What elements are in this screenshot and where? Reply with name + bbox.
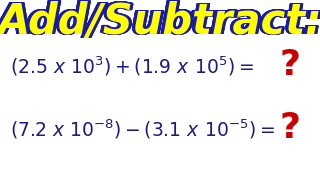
Text: Add/Subtract:: Add/Subtract: [0, 0, 320, 42]
Text: Add/Subtract:: Add/Subtract: [0, 0, 320, 42]
Text: Add/Subtract:: Add/Subtract: [0, 1, 320, 43]
Text: Add/Subtract:: Add/Subtract: [0, 1, 320, 43]
Text: Add/Subtract:: Add/Subtract: [0, 0, 320, 42]
Text: Add/Subtract:: Add/Subtract: [0, 1, 320, 43]
Text: Add/Subtract:: Add/Subtract: [0, 0, 320, 42]
Text: Add/Subtract:: Add/Subtract: [0, 0, 320, 42]
Text: Add/Subtract:: Add/Subtract: [1, 1, 320, 43]
Text: Add/Subtract:: Add/Subtract: [0, 1, 320, 43]
Text: Add/Subtract:: Add/Subtract: [0, 1, 320, 43]
Text: Add/Subtract:: Add/Subtract: [0, 0, 320, 42]
Text: Add/Subtract:: Add/Subtract: [0, 1, 320, 43]
Text: Add/Subtract:: Add/Subtract: [0, 1, 320, 42]
Text: Add/Subtract:: Add/Subtract: [0, 1, 320, 43]
Text: Add/Subtract:: Add/Subtract: [0, 0, 320, 42]
Text: Add/Subtract:: Add/Subtract: [0, 0, 320, 42]
Text: Add/Subtract:: Add/Subtract: [0, 1, 320, 43]
Text: Add/Subtract:: Add/Subtract: [0, 1, 320, 42]
Text: Add/Subtract:: Add/Subtract: [0, 1, 320, 43]
Text: Add/Subtract:: Add/Subtract: [0, 1, 320, 43]
Text: Add/Subtract:: Add/Subtract: [0, 0, 320, 42]
Text: Add/Subtract:: Add/Subtract: [0, 1, 320, 43]
Text: Add/Subtract:: Add/Subtract: [0, 0, 320, 42]
Text: Add/Subtract:: Add/Subtract: [0, 1, 320, 43]
Text: Add/Subtract:: Add/Subtract: [0, 1, 320, 43]
Text: ?: ? [280, 111, 301, 145]
Text: Add/Subtract:: Add/Subtract: [0, 1, 320, 43]
Text: Add/Subtract:: Add/Subtract: [0, 1, 320, 42]
Text: Add/Subtract:: Add/Subtract: [0, 1, 320, 43]
Text: Add/Subtract:: Add/Subtract: [0, 1, 320, 43]
Text: Add/Subtract:: Add/Subtract: [0, 1, 320, 43]
Text: Add/Subtract:: Add/Subtract: [0, 0, 320, 42]
Text: $(2.5\ \mathit{x}\ 10^{3}) + (1.9\ \mathit{x}\ 10^{5})=$: $(2.5\ \mathit{x}\ 10^{3}) + (1.9\ \math… [10, 55, 253, 78]
Text: Add/Subtract:: Add/Subtract: [0, 1, 320, 43]
Text: Add/Subtract:: Add/Subtract: [0, 1, 320, 43]
Text: Add/Subtract:: Add/Subtract: [0, 0, 320, 42]
Text: Add/Subtract:: Add/Subtract: [0, 1, 320, 43]
Text: Add/Subtract:: Add/Subtract: [0, 1, 320, 43]
Text: Add/Subtract:: Add/Subtract: [0, 0, 320, 42]
Text: Add/Subtract:: Add/Subtract: [0, 0, 320, 42]
Text: Add/Subtract:: Add/Subtract: [0, 1, 320, 43]
Text: Add/Subtract:: Add/Subtract: [0, 0, 320, 42]
Text: Add/Subtract:: Add/Subtract: [0, 1, 320, 43]
Text: $(7.2\ \mathit{x}\ 10^{-8}) - (3.1\ \mathit{x}\ 10^{-5})=$: $(7.2\ \mathit{x}\ 10^{-8}) - (3.1\ \mat… [10, 118, 274, 141]
Text: Add/Subtract:: Add/Subtract: [0, 1, 320, 43]
Text: Add/Subtract:: Add/Subtract: [0, 1, 320, 42]
Text: ?: ? [280, 48, 301, 82]
Text: Add/Subtract:: Add/Subtract: [0, 0, 320, 42]
Text: Add/Subtract:: Add/Subtract: [0, 1, 320, 43]
Text: Add/Subtract:: Add/Subtract: [0, 0, 320, 42]
Text: Add/Subtract:: Add/Subtract: [0, 0, 320, 42]
Text: Add/Subtract:: Add/Subtract: [0, 1, 320, 43]
Text: Add/Subtract:: Add/Subtract: [0, 0, 320, 42]
Text: Add/Subtract:: Add/Subtract: [0, 1, 320, 42]
Text: Add/Subtract:: Add/Subtract: [0, 1, 320, 43]
Text: Add/Subtract:: Add/Subtract: [0, 1, 320, 43]
Text: Add/Subtract:: Add/Subtract: [0, 1, 320, 43]
Text: Add/Subtract:: Add/Subtract: [0, 1, 320, 43]
Text: Add/Subtract:: Add/Subtract: [0, 0, 320, 42]
Text: Add/Subtract:: Add/Subtract: [0, 0, 320, 42]
Text: Add/Subtract:: Add/Subtract: [0, 0, 320, 42]
Text: Add/Subtract:: Add/Subtract: [0, 1, 320, 43]
Text: Add/Subtract:: Add/Subtract: [0, 0, 320, 42]
Text: Add/Subtract:: Add/Subtract: [0, 1, 320, 43]
Text: Add/Subtract:: Add/Subtract: [0, 1, 320, 43]
Text: Add/Subtract:: Add/Subtract: [0, 1, 320, 43]
Text: Add/Subtract:: Add/Subtract: [0, 0, 320, 42]
Text: Add/Subtract:: Add/Subtract: [0, 1, 320, 43]
Text: Add/Subtract:: Add/Subtract: [0, 0, 320, 42]
Text: Add/Subtract:: Add/Subtract: [0, 1, 319, 43]
Text: Add/Subtract:: Add/Subtract: [0, 1, 320, 43]
Text: Add/Subtract:: Add/Subtract: [0, 1, 320, 43]
Text: Add/Subtract:: Add/Subtract: [0, 1, 320, 42]
Text: Add/Subtract:: Add/Subtract: [0, 0, 320, 42]
Text: Add/Subtract:: Add/Subtract: [0, 0, 320, 42]
Text: Add/Subtract:: Add/Subtract: [0, 1, 320, 43]
